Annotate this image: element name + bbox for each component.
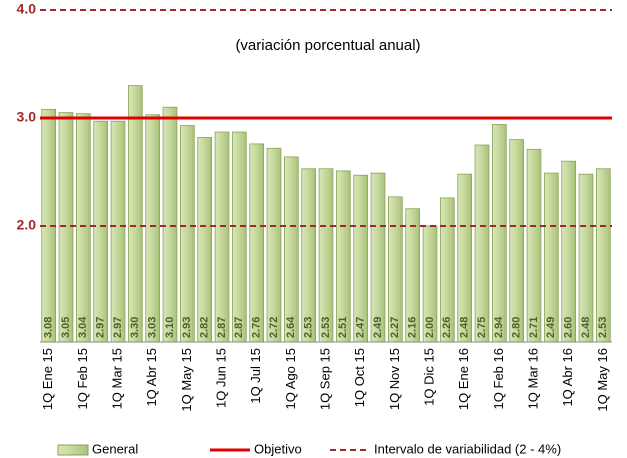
value-label: 2.60 <box>563 317 575 338</box>
value-label: 3.10 <box>164 317 176 338</box>
value-label: 2.48 <box>459 317 471 338</box>
value-label: 2.53 <box>320 317 332 338</box>
bar <box>231 131 247 343</box>
value-label: 2.64 <box>285 316 297 338</box>
value-label: 2.87 <box>216 317 228 338</box>
value-label: 3.05 <box>60 317 72 338</box>
x-tick-label: 1Q Ago 15 <box>283 348 298 409</box>
value-label: 2.87 <box>233 317 245 338</box>
x-tick-label: 1Q Jun 15 <box>213 348 228 408</box>
bar <box>214 131 230 343</box>
bar <box>58 112 74 343</box>
x-tick-label: 1Q May 15 <box>179 348 194 412</box>
x-tick-label: 1Q Oct 15 <box>352 348 367 407</box>
value-label: 2.48 <box>580 317 592 338</box>
bar <box>266 147 282 343</box>
value-label: 2.51 <box>337 317 349 338</box>
legend-swatch <box>57 444 89 456</box>
bar <box>283 156 299 343</box>
x-tick-label: 1Q Feb 16 <box>491 348 506 409</box>
legend-label: Objetivo <box>254 441 302 456</box>
x-tick-label: 1Q Mar 16 <box>525 348 540 409</box>
bar <box>335 170 351 343</box>
x-tick-label: 1Q Ene 15 <box>40 348 55 410</box>
value-label: 3.04 <box>77 316 89 338</box>
bar <box>179 125 195 343</box>
value-label: 2.16 <box>407 317 419 338</box>
value-label: 2.53 <box>597 317 609 338</box>
bar <box>596 168 611 343</box>
bar <box>474 144 490 343</box>
chart-subtitle: (variación porcentual anual) <box>235 37 420 54</box>
bar <box>76 113 91 343</box>
legend-label: Intervalo de variabilidad (2 - 4%) <box>374 441 561 456</box>
value-label: 2.75 <box>476 317 488 338</box>
value-label: 2.00 <box>424 317 436 338</box>
x-tick-label: 1Q Nov 15 <box>387 348 402 410</box>
value-label: 2.97 <box>95 317 107 338</box>
value-label: 2.49 <box>545 317 557 338</box>
value-label: 2.26 <box>441 317 453 338</box>
x-tick-label: 1Q Feb 15 <box>75 348 90 409</box>
value-label: 2.82 <box>199 317 211 338</box>
x-tick-label: 1Q Dic 15 <box>421 348 436 406</box>
bar <box>127 85 143 343</box>
value-label: 3.03 <box>147 317 159 338</box>
value-label: 2.71 <box>528 317 540 338</box>
x-tick-label: 1Q Mar 15 <box>109 348 124 409</box>
x-tick-label: 1Q Sep 15 <box>317 348 332 410</box>
value-label: 2.47 <box>355 317 367 338</box>
value-label: 2.94 <box>493 316 505 338</box>
y-tick-label: 4.0 <box>17 1 37 17</box>
x-tick-label: 1Q Jul 15 <box>248 348 263 404</box>
bar <box>93 120 108 343</box>
bar <box>145 114 161 343</box>
value-label: 2.80 <box>511 317 523 338</box>
bar <box>110 120 126 343</box>
bar <box>249 143 265 343</box>
value-label: 2.97 <box>112 317 124 338</box>
bar <box>162 106 178 343</box>
value-label: 2.93 <box>181 317 193 338</box>
value-label: 2.49 <box>372 317 384 338</box>
value-label: 3.08 <box>43 317 55 338</box>
y-tick-label: 2.0 <box>17 217 37 233</box>
x-tick-label: 1Q Abr 16 <box>560 348 575 407</box>
bar <box>318 168 334 343</box>
bar <box>491 124 507 343</box>
value-label: 2.27 <box>389 317 401 338</box>
bar <box>301 168 317 343</box>
bar <box>509 139 525 343</box>
y-tick-label: 3.0 <box>17 109 37 125</box>
x-tick-label: 1Q Ene 16 <box>456 348 471 410</box>
value-label: 2.53 <box>303 317 315 338</box>
value-label: 2.76 <box>251 317 263 338</box>
bar <box>526 148 542 343</box>
legend-label: General <box>92 441 138 456</box>
value-label: 2.72 <box>268 317 280 338</box>
bar <box>197 137 213 343</box>
bar <box>561 160 577 343</box>
value-label: 3.30 <box>129 317 141 338</box>
x-tick-label: 1Q Abr 15 <box>144 348 159 407</box>
x-tick-label: 1Q May 16 <box>595 348 610 412</box>
